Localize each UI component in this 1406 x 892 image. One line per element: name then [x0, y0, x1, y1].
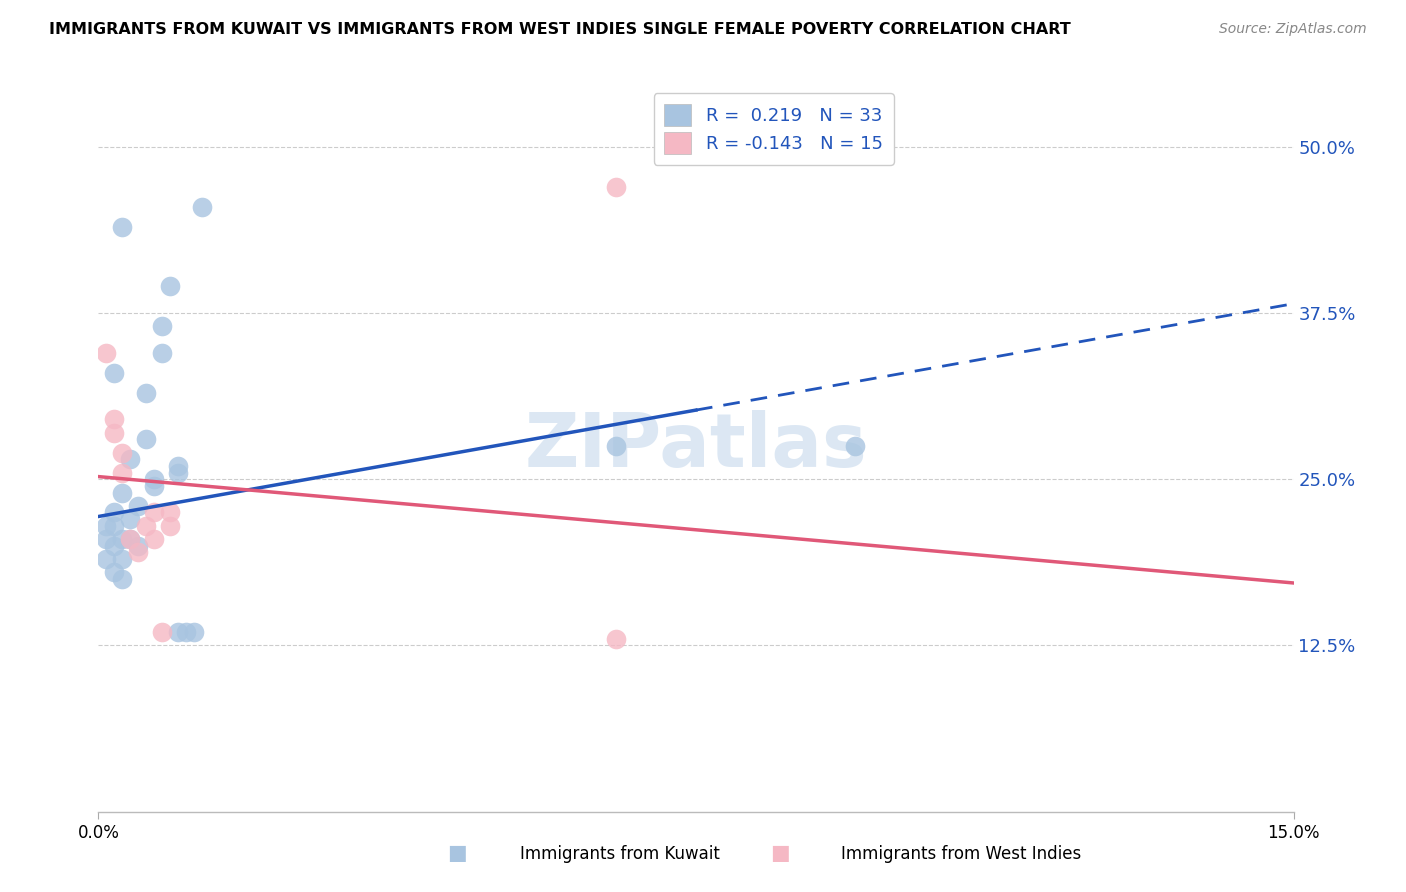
- Point: [111, 572, 134, 586]
- Point: [103, 518, 125, 533]
- Point: [135, 433, 157, 447]
- Point: [159, 506, 181, 520]
- Point: [159, 518, 181, 533]
- Point: [111, 219, 134, 234]
- Point: [111, 466, 134, 480]
- Point: [150, 625, 173, 640]
- Point: [120, 452, 142, 467]
- Point: [103, 506, 125, 520]
- Text: ■: ■: [770, 844, 790, 863]
- Point: [111, 532, 134, 546]
- Point: [143, 479, 166, 493]
- Text: ZIPatlas: ZIPatlas: [524, 409, 868, 483]
- Point: [96, 518, 118, 533]
- Point: [103, 425, 125, 440]
- Point: [120, 532, 142, 546]
- Point: [150, 319, 173, 334]
- Point: [143, 472, 166, 486]
- Point: [135, 385, 157, 400]
- Point: [143, 532, 166, 546]
- Point: [605, 439, 627, 453]
- Point: [127, 539, 149, 553]
- Text: Source: ZipAtlas.com: Source: ZipAtlas.com: [1219, 22, 1367, 37]
- Point: [167, 458, 190, 473]
- Point: [96, 552, 118, 566]
- Text: IMMIGRANTS FROM KUWAIT VS IMMIGRANTS FROM WEST INDIES SINGLE FEMALE POVERTY CORR: IMMIGRANTS FROM KUWAIT VS IMMIGRANTS FRO…: [49, 22, 1071, 37]
- Point: [135, 518, 157, 533]
- Point: [191, 200, 214, 214]
- Point: [605, 179, 627, 194]
- Text: Immigrants from West Indies: Immigrants from West Indies: [841, 846, 1081, 863]
- Point: [150, 346, 173, 360]
- Point: [183, 625, 205, 640]
- Point: [103, 366, 125, 380]
- Text: ■: ■: [447, 844, 467, 863]
- Point: [96, 532, 118, 546]
- Point: [96, 346, 118, 360]
- Text: Immigrants from Kuwait: Immigrants from Kuwait: [520, 846, 720, 863]
- Point: [167, 466, 190, 480]
- Point: [127, 499, 149, 513]
- Point: [111, 552, 134, 566]
- Point: [103, 539, 125, 553]
- Point: [167, 625, 190, 640]
- Point: [159, 279, 181, 293]
- Point: [111, 445, 134, 459]
- Point: [127, 545, 149, 559]
- Point: [103, 412, 125, 426]
- Legend: R =  0.219   N = 33, R = -0.143   N = 15: R = 0.219 N = 33, R = -0.143 N = 15: [654, 93, 894, 165]
- Point: [120, 532, 142, 546]
- Point: [120, 512, 142, 526]
- Point: [111, 485, 134, 500]
- Point: [844, 439, 866, 453]
- Point: [143, 506, 166, 520]
- Point: [605, 632, 627, 646]
- Point: [174, 625, 197, 640]
- Point: [103, 566, 125, 580]
